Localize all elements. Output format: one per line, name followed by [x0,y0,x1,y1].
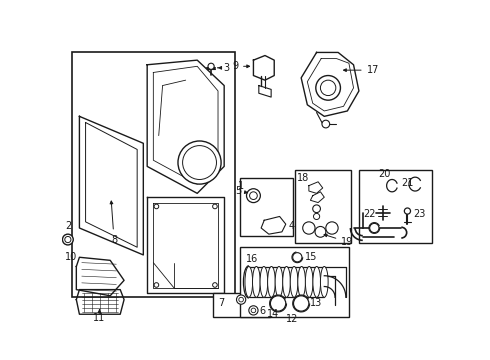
Circle shape [63,234,74,245]
Polygon shape [307,59,354,111]
Circle shape [293,253,302,262]
Ellipse shape [252,266,260,297]
Text: 12: 12 [286,314,298,324]
Text: 15: 15 [305,252,318,262]
Bar [213,293,270,316]
Polygon shape [79,116,143,255]
Polygon shape [76,289,124,314]
Ellipse shape [275,266,283,297]
Text: 1: 1 [238,181,244,191]
Circle shape [154,283,159,287]
Text: 20: 20 [378,169,391,179]
Text: 3: 3 [218,63,229,73]
Bar [295,170,351,243]
Text: 10: 10 [65,252,77,262]
Text: 6: 6 [260,306,266,316]
Ellipse shape [305,266,313,297]
Circle shape [183,145,217,180]
Text: 18: 18 [297,173,310,183]
Circle shape [303,222,315,234]
Polygon shape [153,66,218,184]
Ellipse shape [290,266,298,297]
Polygon shape [261,216,286,234]
Text: 2: 2 [65,221,71,231]
Circle shape [314,213,319,220]
Polygon shape [253,55,274,80]
Text: 8: 8 [110,201,117,244]
Circle shape [251,308,256,313]
Bar [72,53,235,297]
Polygon shape [309,182,323,193]
Circle shape [322,120,330,128]
Circle shape [315,226,326,237]
Circle shape [213,204,217,209]
Circle shape [270,296,286,311]
Text: 4: 4 [288,221,294,231]
Circle shape [320,80,336,95]
Circle shape [313,205,320,213]
Circle shape [178,141,221,184]
Text: 21: 21 [401,178,414,188]
Polygon shape [76,257,124,296]
Ellipse shape [313,266,320,297]
Bar [240,178,294,236]
Polygon shape [153,203,218,288]
Text: 13: 13 [311,298,323,309]
Circle shape [246,189,260,203]
Circle shape [239,297,244,302]
Circle shape [249,306,258,315]
Circle shape [65,237,71,243]
Circle shape [316,76,341,100]
Text: 7: 7 [218,298,224,309]
Text: 16: 16 [245,254,258,264]
Text: 23: 23 [413,209,425,219]
Circle shape [326,222,338,234]
Text: 9: 9 [232,61,249,71]
Polygon shape [311,192,324,203]
Ellipse shape [283,266,291,297]
Bar [240,247,349,316]
Ellipse shape [320,266,328,297]
Polygon shape [259,86,271,97]
Bar [359,170,432,243]
Text: 14: 14 [268,309,280,319]
Text: 19: 19 [324,234,353,247]
Ellipse shape [298,266,305,297]
Text: 17: 17 [343,65,379,75]
Text: 22: 22 [363,209,375,219]
Polygon shape [147,60,224,193]
Polygon shape [147,197,224,293]
Ellipse shape [268,266,275,297]
Circle shape [370,223,379,233]
Polygon shape [86,122,137,247]
Ellipse shape [245,266,253,297]
Circle shape [213,283,217,287]
Text: 11: 11 [93,310,105,323]
Text: 5: 5 [236,186,247,196]
Polygon shape [301,53,359,116]
Circle shape [154,204,159,209]
Circle shape [237,295,246,304]
Circle shape [249,192,257,199]
Ellipse shape [260,266,268,297]
Circle shape [208,63,214,69]
Circle shape [404,208,411,214]
Circle shape [294,296,309,311]
